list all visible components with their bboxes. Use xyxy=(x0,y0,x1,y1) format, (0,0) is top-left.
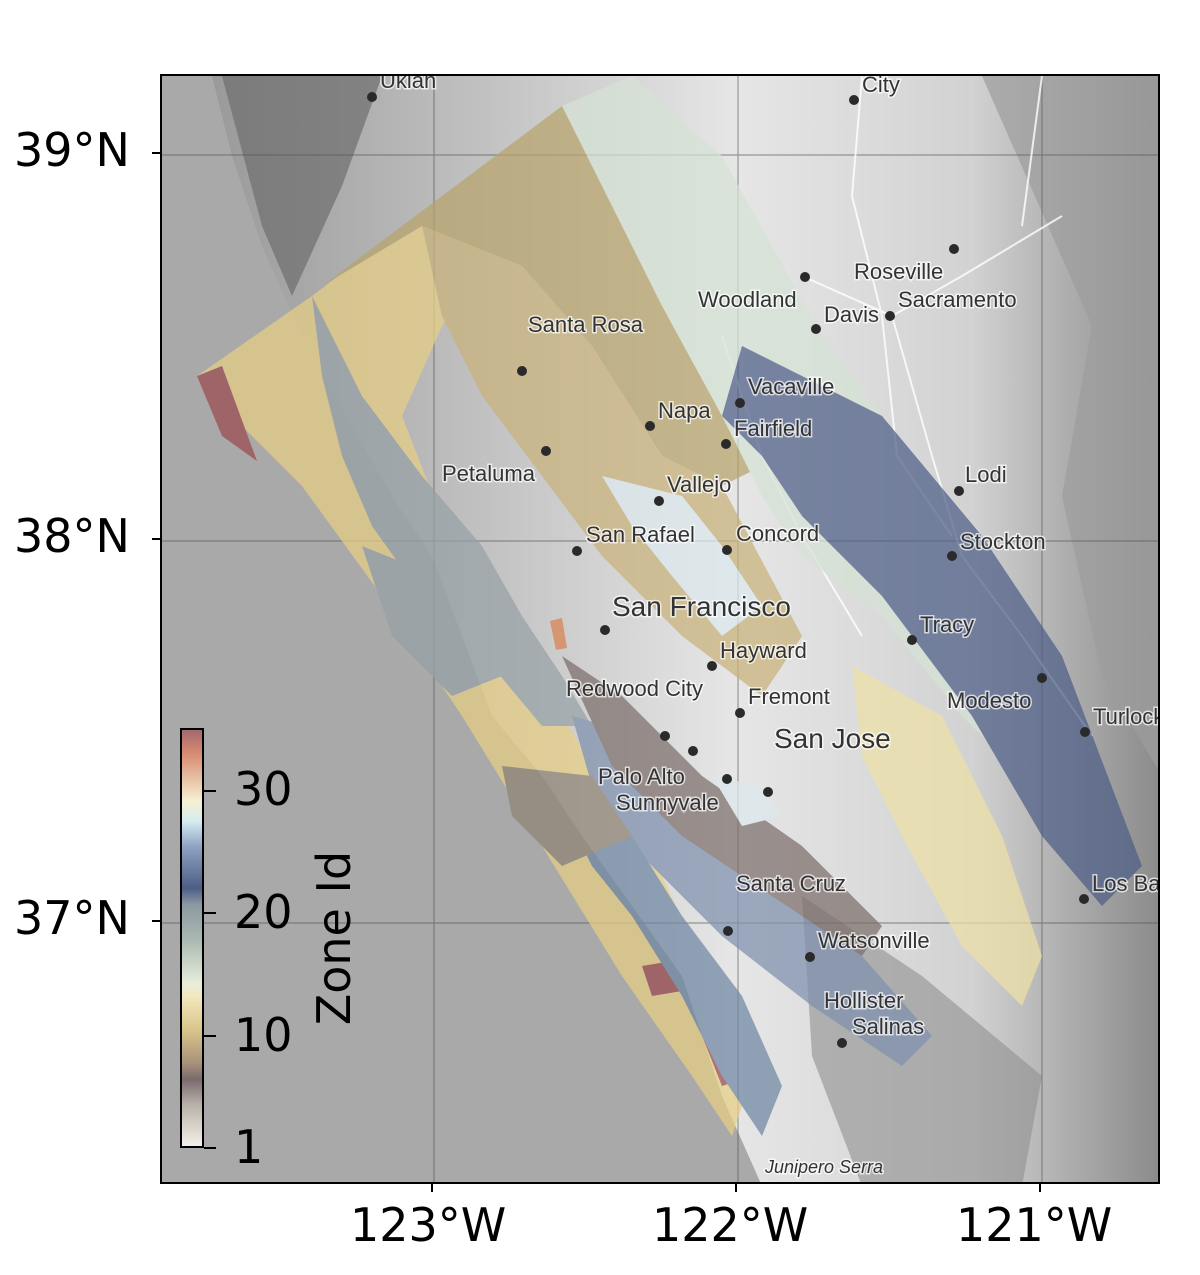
mountain-label: Junipero Serra xyxy=(764,1157,883,1177)
longitude-label: 122°W xyxy=(652,1198,809,1252)
city-label: Santa Cruz xyxy=(736,871,846,896)
city-label: City xyxy=(862,76,900,97)
city-label: Modesto xyxy=(947,688,1031,713)
colorbar-tick xyxy=(204,912,216,914)
colorbar-title: Zone Id xyxy=(307,850,361,1026)
colorbar-tick xyxy=(204,1035,216,1037)
city-label: San Rafael xyxy=(586,522,695,547)
map-canvas: Ukiah City Roseville Woodland Davis Sacr… xyxy=(162,76,1160,1182)
city-label: Woodland xyxy=(698,287,797,312)
lat-tick xyxy=(152,920,160,922)
city-label: Concord xyxy=(736,521,819,546)
longitude-label: 123°W xyxy=(350,1198,507,1252)
city-label: Napa xyxy=(658,398,711,423)
city-markers: Ukiah City Roseville Woodland Davis Sacr… xyxy=(367,76,1160,1179)
zone-polygon xyxy=(502,766,632,866)
city-label: Vacaville xyxy=(748,374,834,399)
city-label: Fremont xyxy=(748,684,830,709)
city-label: Santa Rosa xyxy=(528,312,644,337)
city-label: Hollister xyxy=(824,988,903,1013)
colorbar-tick-label: 10 xyxy=(234,1008,293,1062)
map-panel: Ukiah City Roseville Woodland Davis Sacr… xyxy=(160,74,1160,1184)
zone-polygon xyxy=(562,806,782,1136)
colorbar-tick-label: 20 xyxy=(234,885,293,939)
zone-polygon xyxy=(362,546,502,696)
latitude-label: 37°N xyxy=(14,891,130,945)
city-label: Sunnyvale xyxy=(616,790,719,815)
zone-overlay xyxy=(197,76,1142,1136)
latitude-label: 39°N xyxy=(14,123,130,177)
zone-polygon xyxy=(602,476,762,636)
city-label: Ukiah xyxy=(380,76,436,93)
zone-polygon xyxy=(197,366,257,461)
zone-polygon xyxy=(322,106,782,486)
colorbar-tick xyxy=(204,1147,216,1149)
city-label: Salinas xyxy=(852,1014,924,1039)
city-label: San Jose xyxy=(774,723,891,754)
colorbar-tick xyxy=(204,790,216,792)
zone-polygon xyxy=(550,618,567,650)
city-label: Hayward xyxy=(720,638,807,663)
city-label: Lodi xyxy=(965,462,1007,487)
lat-tick xyxy=(152,538,160,540)
city-label: Stockton xyxy=(960,529,1046,554)
city-label: San Francisco xyxy=(612,591,791,622)
colorbar-tick-label: 30 xyxy=(234,762,293,816)
lon-tick xyxy=(1039,1184,1041,1192)
city-label: Palo Alto xyxy=(598,764,685,789)
zone-polygon xyxy=(722,346,1142,906)
city-label: Turlock xyxy=(1093,704,1160,729)
terrain-relief xyxy=(222,76,382,296)
terrain-relief xyxy=(982,76,1158,770)
city-label: Redwood City xyxy=(566,676,703,701)
longitude-label: 121°W xyxy=(956,1198,1113,1252)
city-label: Los Banos xyxy=(1092,871,1160,896)
colorbar xyxy=(180,728,204,1148)
city-label: Fairfield xyxy=(734,416,812,441)
lon-tick xyxy=(431,1184,433,1192)
lat-tick xyxy=(152,152,160,154)
lon-tick xyxy=(735,1184,737,1192)
city-label: Sacramento xyxy=(898,287,1017,312)
city-label: Watsonville xyxy=(818,928,930,953)
zone-polygon xyxy=(852,666,1042,1006)
zone-polygon xyxy=(712,776,782,826)
city-label: Vallejo xyxy=(667,472,731,497)
colorbar-tick-label: 1 xyxy=(234,1120,264,1174)
city-label: Petaluma xyxy=(442,461,536,486)
zone-polygon xyxy=(562,656,882,956)
city-label: Davis xyxy=(824,302,879,327)
city-label: Tracy xyxy=(920,612,974,637)
latitude-label: 38°N xyxy=(14,509,130,563)
zone-polygon xyxy=(312,296,592,726)
city-label: Roseville xyxy=(854,259,943,284)
